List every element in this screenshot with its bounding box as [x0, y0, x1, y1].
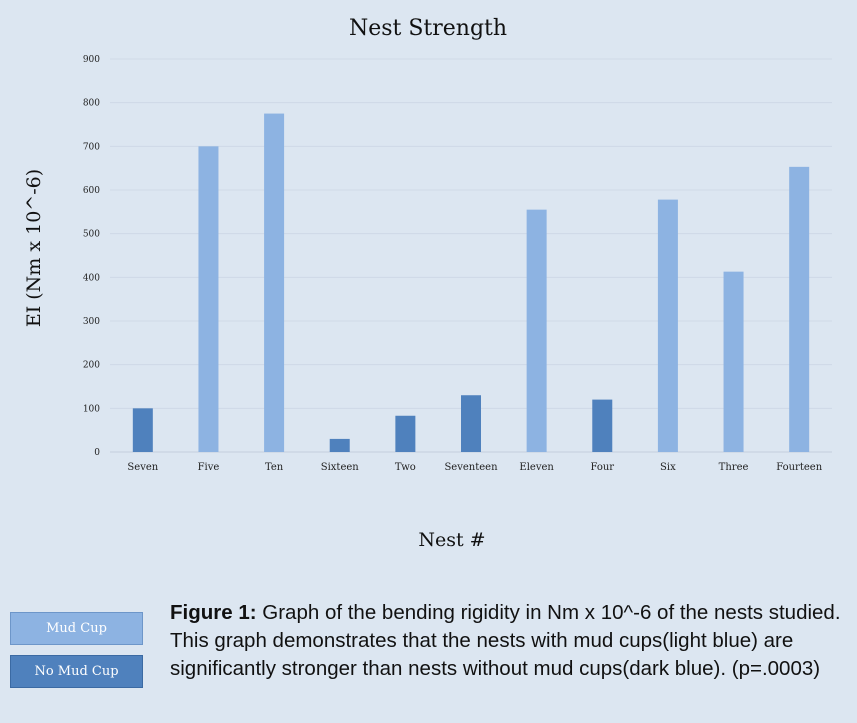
- legend-no-mud-cup: No Mud Cup: [10, 655, 143, 688]
- bar-seven: [132, 408, 153, 452]
- x-tick-label: Five: [198, 462, 220, 473]
- bar-ten: [264, 113, 285, 452]
- x-tick-label: Three: [719, 462, 749, 473]
- y-tick-label: 300: [83, 317, 100, 327]
- bar-sixteen: [329, 438, 350, 452]
- x-tick-label: Four: [590, 462, 614, 473]
- bar-six: [657, 199, 678, 452]
- bar-seventeen: [461, 395, 481, 452]
- figure-caption: Figure 1: Graph of the bending rigidity …: [170, 599, 850, 683]
- x-tick-label: Seventeen: [444, 462, 498, 473]
- y-tick-label: 100: [83, 404, 100, 414]
- y-tick-label: 200: [83, 361, 100, 371]
- x-tick-labels: Seven Five Ten Sixteen Two Seventeen Eleven Fou…: [127, 462, 822, 473]
- x-tick-label: Ten: [265, 462, 284, 473]
- caption-text: Graph of the bending rigidity in Nm x 10…: [170, 601, 841, 680]
- bar-four: [592, 399, 613, 452]
- x-tick-label: Six: [660, 462, 676, 473]
- bar-fourteen: [789, 166, 810, 452]
- legend-mud-cup-label: Mud Cup: [46, 621, 107, 636]
- y-tick-label: 800: [83, 99, 100, 109]
- chart-title: Nest Strength: [349, 16, 507, 41]
- x-tick-label: Seven: [127, 462, 158, 473]
- x-tick-label: Two: [395, 462, 416, 473]
- y-tick-label: 600: [83, 186, 100, 196]
- x-tick-label: Fourteen: [776, 462, 822, 473]
- bars: [132, 113, 810, 453]
- legend-no-mud-cup-label: No Mud Cup: [34, 664, 119, 679]
- x-tick-label: Sixteen: [321, 462, 360, 473]
- y-axis-title: EI (Nm x 10^-6): [23, 169, 45, 327]
- bar-three: [723, 271, 744, 452]
- y-tick-label: 500: [83, 230, 100, 240]
- caption-label: Figure 1:: [170, 601, 257, 624]
- x-tick-label: Eleven: [519, 462, 554, 473]
- bar-five: [198, 146, 219, 453]
- bar-two: [395, 415, 416, 452]
- y-tick-label: 700: [83, 142, 100, 152]
- legend-mud-cup: Mud Cup: [10, 612, 143, 645]
- x-axis-title: Nest #: [418, 529, 485, 551]
- y-tick-label: 400: [83, 273, 100, 283]
- y-tick-label: 900: [83, 55, 100, 65]
- bar-chart: Nest Strength 0 100 200 300 400 500 600 700 800 9…: [23, 16, 832, 551]
- y-tick-labels: 0 100 200 300 400 500 600 700 800 900: [83, 55, 100, 458]
- gridlines: [110, 58, 832, 453]
- y-tick-label: 0: [94, 448, 100, 458]
- bar-eleven: [526, 209, 547, 452]
